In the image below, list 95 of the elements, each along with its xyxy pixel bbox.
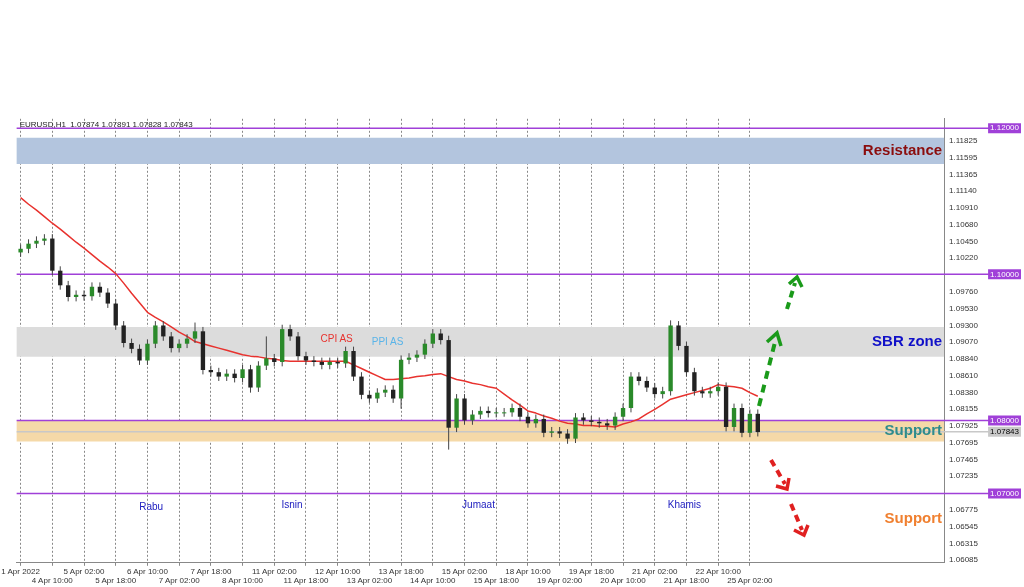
- y-tick-label: 1.08610: [949, 371, 979, 381]
- x-tick-label: 8 Apr 10:00: [222, 576, 264, 586]
- y-tick-label: 1.11140: [949, 186, 978, 196]
- x-tick-label: 19 Apr 18:00: [568, 566, 615, 576]
- y-tick-label: 1.08380: [949, 387, 979, 397]
- candlestick: [184, 333, 190, 349]
- candlestick: [692, 367, 697, 397]
- y-tick-label: 1.07695: [949, 437, 979, 447]
- x-tick-label: 7 Apr 18:00: [190, 566, 232, 576]
- ref-line-label: 1.10000: [990, 269, 1020, 279]
- annotation: Khamis: [667, 498, 702, 510]
- x-tick-label: 21 Apr 02:00: [632, 566, 678, 576]
- candlestick: [105, 287, 110, 309]
- candlestick: [422, 338, 428, 360]
- y-tick-label: 1.09300: [949, 320, 979, 330]
- candlestick: [248, 364, 253, 394]
- y-tick-label: 1.08840: [949, 354, 979, 364]
- candlestick: [97, 281, 103, 298]
- x-tick-label: 11 Apr 02:00: [251, 566, 298, 576]
- x-tick-label: 7 Apr 02:00: [158, 576, 201, 586]
- candlestick: [65, 280, 71, 302]
- x-tick-label: 20 Apr 10:00: [600, 576, 647, 586]
- x-tick-label: 22 Apr 10:00: [695, 566, 742, 576]
- candlestick: [192, 322, 198, 344]
- x-tick-label: 4 Apr 10:00: [31, 576, 74, 586]
- ref-line-label: 1.07000: [990, 488, 1020, 498]
- candlestick: [462, 393, 467, 426]
- candlestick: [137, 343, 142, 366]
- candlestick: [359, 371, 364, 400]
- y-tick-label: 1.11595: [949, 153, 978, 163]
- candlestick: [145, 338, 150, 366]
- candlestick: [747, 408, 753, 438]
- y-tick-label: 1.07925: [949, 421, 979, 431]
- candlestick: [121, 320, 126, 348]
- x-tick-label: 6 Apr 10:00: [126, 566, 169, 576]
- y-tick-label: 1.10910: [949, 203, 979, 213]
- candlestick: [343, 346, 348, 369]
- y-tick-label: 1.10680: [949, 219, 979, 229]
- y-tick-label: 1.11825: [949, 136, 978, 146]
- y-tick-label: 1.06085: [949, 555, 979, 565]
- ref-line-label: 1.07843: [990, 427, 1020, 437]
- y-tick-label: 1.11365: [949, 169, 978, 179]
- band-label: Support: [884, 421, 943, 439]
- annotation: PPI AS: [371, 335, 404, 347]
- candlestick: [414, 349, 420, 363]
- x-tick-label: 25 Apr 02:00: [727, 576, 774, 586]
- y-tick-label: 1.09070: [949, 337, 979, 347]
- y-tick-label: 1.07235: [949, 471, 979, 481]
- x-tick-label: 15 Apr 18:00: [473, 576, 520, 586]
- y-tick-label: 1.10450: [949, 236, 979, 246]
- candlestick: [501, 407, 507, 418]
- annotation: Isnin: [281, 498, 303, 510]
- x-tick-label: 12 Apr 10:00: [315, 566, 361, 576]
- x-tick-label: 21 Apr 18:00: [663, 576, 710, 586]
- x-tick-label: 5 Apr 02:00: [63, 566, 106, 576]
- x-tick-label: 13 Apr 02:00: [346, 576, 393, 586]
- x-tick-label: 15 Apr 02:00: [441, 566, 488, 576]
- y-tick-label: 1.09760: [949, 287, 979, 297]
- y-tick-label: 1.06545: [949, 521, 979, 531]
- x-tick-label: 11 Apr 18:00: [283, 576, 329, 586]
- candlestick: [169, 331, 174, 353]
- x-tick-label: 18 Apr 10:00: [505, 566, 552, 576]
- annotation: Support: [884, 508, 943, 526]
- x-tick-label: 19 Apr 02:00: [536, 576, 583, 586]
- candlestick: [303, 351, 309, 366]
- band-label: SBR zone: [872, 332, 943, 350]
- ref-line-label: 1.08000: [990, 415, 1020, 425]
- candlestick: [264, 335, 269, 371]
- candlestick: [161, 320, 166, 342]
- x-tick-label: 5 Apr 18:00: [95, 576, 137, 586]
- candlestick: [573, 412, 578, 444]
- y-tick-label: 1.06775: [949, 505, 979, 515]
- ref-line-label: 1.12000: [990, 123, 1020, 133]
- candlestick: [295, 331, 301, 362]
- y-tick-label: 1.07465: [949, 454, 979, 464]
- candlestick: [676, 320, 681, 351]
- candlestick: [731, 403, 737, 432]
- annotation: CPI AS: [320, 333, 354, 345]
- x-tick-label: 1 Apr 2022: [1, 566, 41, 576]
- chart-title: EURUSD,H1 1.07874 1.07891 1.07828 1.07843: [19, 120, 194, 129]
- annotation: Jumaat: [462, 498, 496, 510]
- candlestick: [755, 408, 760, 437]
- x-tick-label: 14 Apr 10:00: [410, 576, 457, 586]
- candlestick: [153, 320, 158, 349]
- candlestick: [256, 360, 261, 393]
- y-tick-label: 1.06315: [949, 538, 979, 548]
- candlestick: [612, 411, 618, 431]
- y-tick-label: 1.10220: [949, 253, 979, 263]
- y-tick-label: 1.09530: [949, 303, 979, 313]
- candlestick: [430, 328, 435, 349]
- candlestick: [541, 414, 546, 438]
- y-tick-label: 1.08155: [949, 404, 979, 414]
- band-label: Resistance: [862, 141, 943, 159]
- annotation: Rabu: [139, 501, 164, 513]
- x-tick-label: 13 Apr 18:00: [378, 566, 425, 576]
